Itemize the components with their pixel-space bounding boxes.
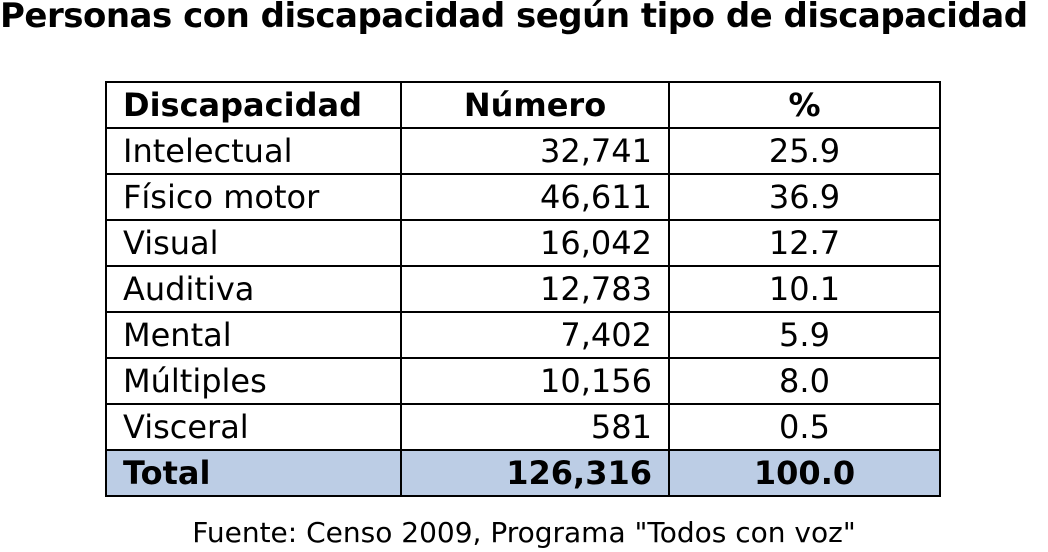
disability-table: Discapacidad Número % Intelectual 32,741… (105, 81, 941, 497)
row-percent: 8.0 (668, 357, 941, 405)
row-number: 16,042 (400, 219, 670, 267)
row-percent: 25.9 (668, 127, 941, 175)
row-number: 10,156 (400, 357, 670, 405)
page-title: Personas con discapacidad según tipo de … (0, 0, 1028, 36)
total-label: Total (105, 449, 402, 497)
row-number: 46,611 (400, 173, 670, 221)
row-name: Mental (105, 311, 402, 359)
row-name: Físico motor (105, 173, 402, 221)
table-row: Intelectual 32,741 25.9 (105, 127, 941, 175)
row-number: 7,402 (400, 311, 670, 359)
table-header-row: Discapacidad Número % (105, 81, 941, 129)
row-name: Auditiva (105, 265, 402, 313)
row-number: 12,783 (400, 265, 670, 313)
total-number: 126,316 (400, 449, 670, 497)
row-percent: 12.7 (668, 219, 941, 267)
header-discapacidad: Discapacidad (105, 81, 402, 129)
table-row: Múltiples 10,156 8.0 (105, 357, 941, 405)
header-numero: Número (400, 81, 670, 129)
table-row: Físico motor 46,611 36.9 (105, 173, 941, 221)
row-number: 581 (400, 403, 670, 451)
total-row: Total 126,316 100.0 (105, 449, 941, 497)
total-percent: 100.0 (668, 449, 941, 497)
row-name: Intelectual (105, 127, 402, 175)
row-percent: 36.9 (668, 173, 941, 221)
row-percent: 0.5 (668, 403, 941, 451)
row-name: Múltiples (105, 357, 402, 405)
header-percent: % (668, 81, 941, 129)
table-row: Visual 16,042 12.7 (105, 219, 941, 267)
table-row: Auditiva 12,783 10.1 (105, 265, 941, 313)
row-percent: 10.1 (668, 265, 941, 313)
row-percent: 5.9 (668, 311, 941, 359)
table-row: Visceral 581 0.5 (105, 403, 941, 451)
table-row: Mental 7,402 5.9 (105, 311, 941, 359)
row-number: 32,741 (400, 127, 670, 175)
row-name: Visual (105, 219, 402, 267)
row-name: Visceral (105, 403, 402, 451)
source-note: Fuente: Censo 2009, Programa "Todos con … (192, 516, 856, 549)
